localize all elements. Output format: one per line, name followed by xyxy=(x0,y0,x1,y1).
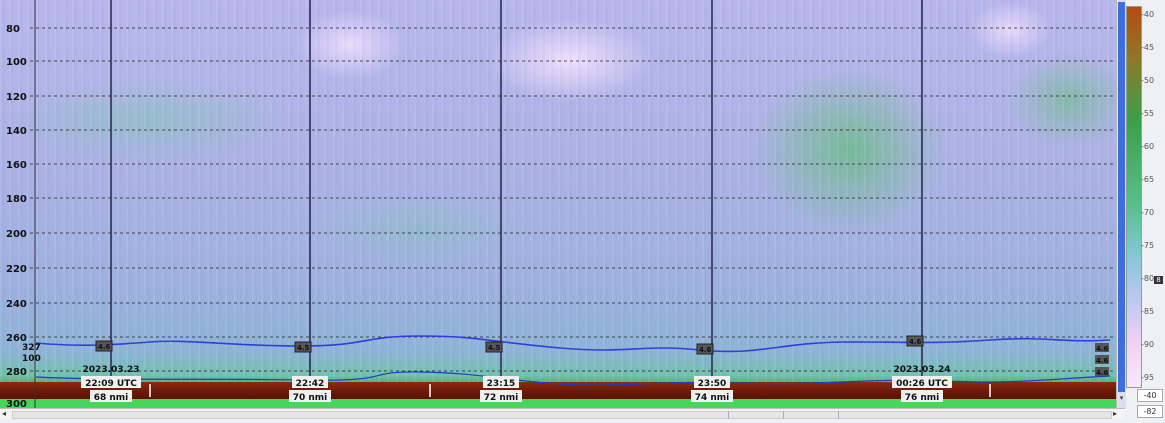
scroll-right-arrow-icon[interactable]: ▸ xyxy=(1113,409,1118,418)
color-scale-min-box[interactable]: -40 xyxy=(1137,389,1163,402)
stamp-background xyxy=(289,390,331,402)
marker-badge: 4.6 xyxy=(909,338,922,346)
marker-time-label: 22:09 UTC xyxy=(85,379,137,389)
marker-badge: 4.6 xyxy=(98,343,111,351)
marker-badge-box xyxy=(485,341,503,353)
marker-dist-label: 68 nmi xyxy=(94,393,129,403)
right-edge-badge: 4.6 xyxy=(1096,357,1109,365)
color-scale-max-box[interactable]: -82 xyxy=(1137,405,1163,418)
stamp-background xyxy=(694,376,730,388)
color-scale-bar xyxy=(1126,6,1142,388)
marker-time-label: 23:15 xyxy=(487,379,516,389)
color-scale-threshold-marker[interactable]: 8 xyxy=(1154,276,1163,284)
color-scale-label: -90 xyxy=(1141,340,1155,349)
vertical-scrollbar[interactable]: ▾ xyxy=(1116,0,1126,408)
marker-dist-label: 76 nmi xyxy=(905,393,940,403)
stamp-background xyxy=(901,390,943,402)
marker-date-label: 2023.03.23 xyxy=(83,365,140,375)
stamp-background xyxy=(483,376,519,388)
stamp-background xyxy=(892,376,952,388)
color-scale-label: -65 xyxy=(1141,175,1155,184)
depth-tick-label: 180 xyxy=(6,194,27,205)
depth-tick-label: 280 xyxy=(6,367,27,378)
color-scale-label: -55 xyxy=(1141,109,1155,118)
color-scale-label: -95 xyxy=(1141,373,1155,382)
color-scale-label: -45 xyxy=(1141,43,1155,52)
marker-badge: 4.6 xyxy=(699,346,712,354)
stamp-background xyxy=(691,390,733,402)
color-scale-label: -80 xyxy=(1141,274,1155,283)
color-scale-label: -70 xyxy=(1141,208,1155,217)
scroll-segment-divider xyxy=(783,411,784,419)
seabed-echo xyxy=(0,382,1116,399)
depth-tick-label: 260 xyxy=(6,333,27,344)
marker-badge: 4.5 xyxy=(297,344,310,352)
color-scale-label: -85 xyxy=(1141,307,1155,316)
marker-time-label: 23:50 xyxy=(698,379,727,389)
horizontal-scrollbar[interactable]: ◂ ▸ xyxy=(0,408,1125,419)
right-edge-badge: 4.6 xyxy=(1096,345,1109,353)
color-scale-label: -75 xyxy=(1141,241,1155,250)
marker-badge-box xyxy=(95,340,113,352)
stamp-background xyxy=(81,376,141,388)
scroll-down-arrow-icon[interactable]: ▾ xyxy=(1119,394,1124,402)
scroll-left-arrow-icon[interactable]: ◂ xyxy=(2,409,7,418)
echo-texture xyxy=(0,0,1116,408)
marker-badge-box xyxy=(294,341,312,353)
marker-date-label: 2023.03.24 xyxy=(894,365,951,375)
scroll-segment-divider xyxy=(728,411,729,419)
depth-tick-label: 220 xyxy=(6,264,27,275)
depth-tick-label: 200 xyxy=(6,229,27,240)
seabed-bottom-band xyxy=(0,399,1116,408)
depth-tick-label: 300 xyxy=(6,399,27,408)
left-side-label: 100 xyxy=(22,354,41,364)
vertical-scroll-thumb[interactable] xyxy=(1118,2,1125,392)
sound-layer-line xyxy=(35,335,1111,353)
depth-tick-label: 120 xyxy=(6,92,27,103)
marker-badge-box xyxy=(906,335,924,347)
scroll-segment-divider xyxy=(838,411,839,419)
color-scale-label: -60 xyxy=(1141,142,1155,151)
stamp-background xyxy=(90,390,132,402)
marker-dist-label: 72 nmi xyxy=(484,393,519,403)
depth-tick-label: 160 xyxy=(6,160,27,171)
marker-badge-box xyxy=(696,343,714,355)
depth-tick-label: 240 xyxy=(6,299,27,310)
marker-badge: 4.5 xyxy=(488,344,501,352)
echogram-overlay: 80 100 120 140 160 180 200 220 240 260 280 300 4.6 4… xyxy=(6,0,1114,408)
echogram-display[interactable]: 80 100 120 140 160 180 200 220 240 260 280 300 4.6 4… xyxy=(0,0,1116,408)
horizontal-scroll-track[interactable] xyxy=(12,411,1112,419)
color-scale-label: -50 xyxy=(1141,76,1155,85)
marker-time-label: 00:26 UTC xyxy=(896,379,948,389)
left-side-label: 327 xyxy=(22,343,41,353)
marker-dist-label: 70 nmi xyxy=(293,393,328,403)
color-scale-label: -40 xyxy=(1141,10,1155,19)
depth-tick-label: 100 xyxy=(6,57,27,68)
marker-time-label: 22:42 xyxy=(296,379,325,389)
depth-tick-label: 80 xyxy=(6,24,20,35)
marker-dist-label: 74 nmi xyxy=(695,393,730,403)
stamp-background xyxy=(292,376,328,388)
depth-tick-label: 140 xyxy=(6,126,27,137)
right-edge-badge: 4.6 xyxy=(1096,369,1109,377)
stamp-background xyxy=(480,390,522,402)
